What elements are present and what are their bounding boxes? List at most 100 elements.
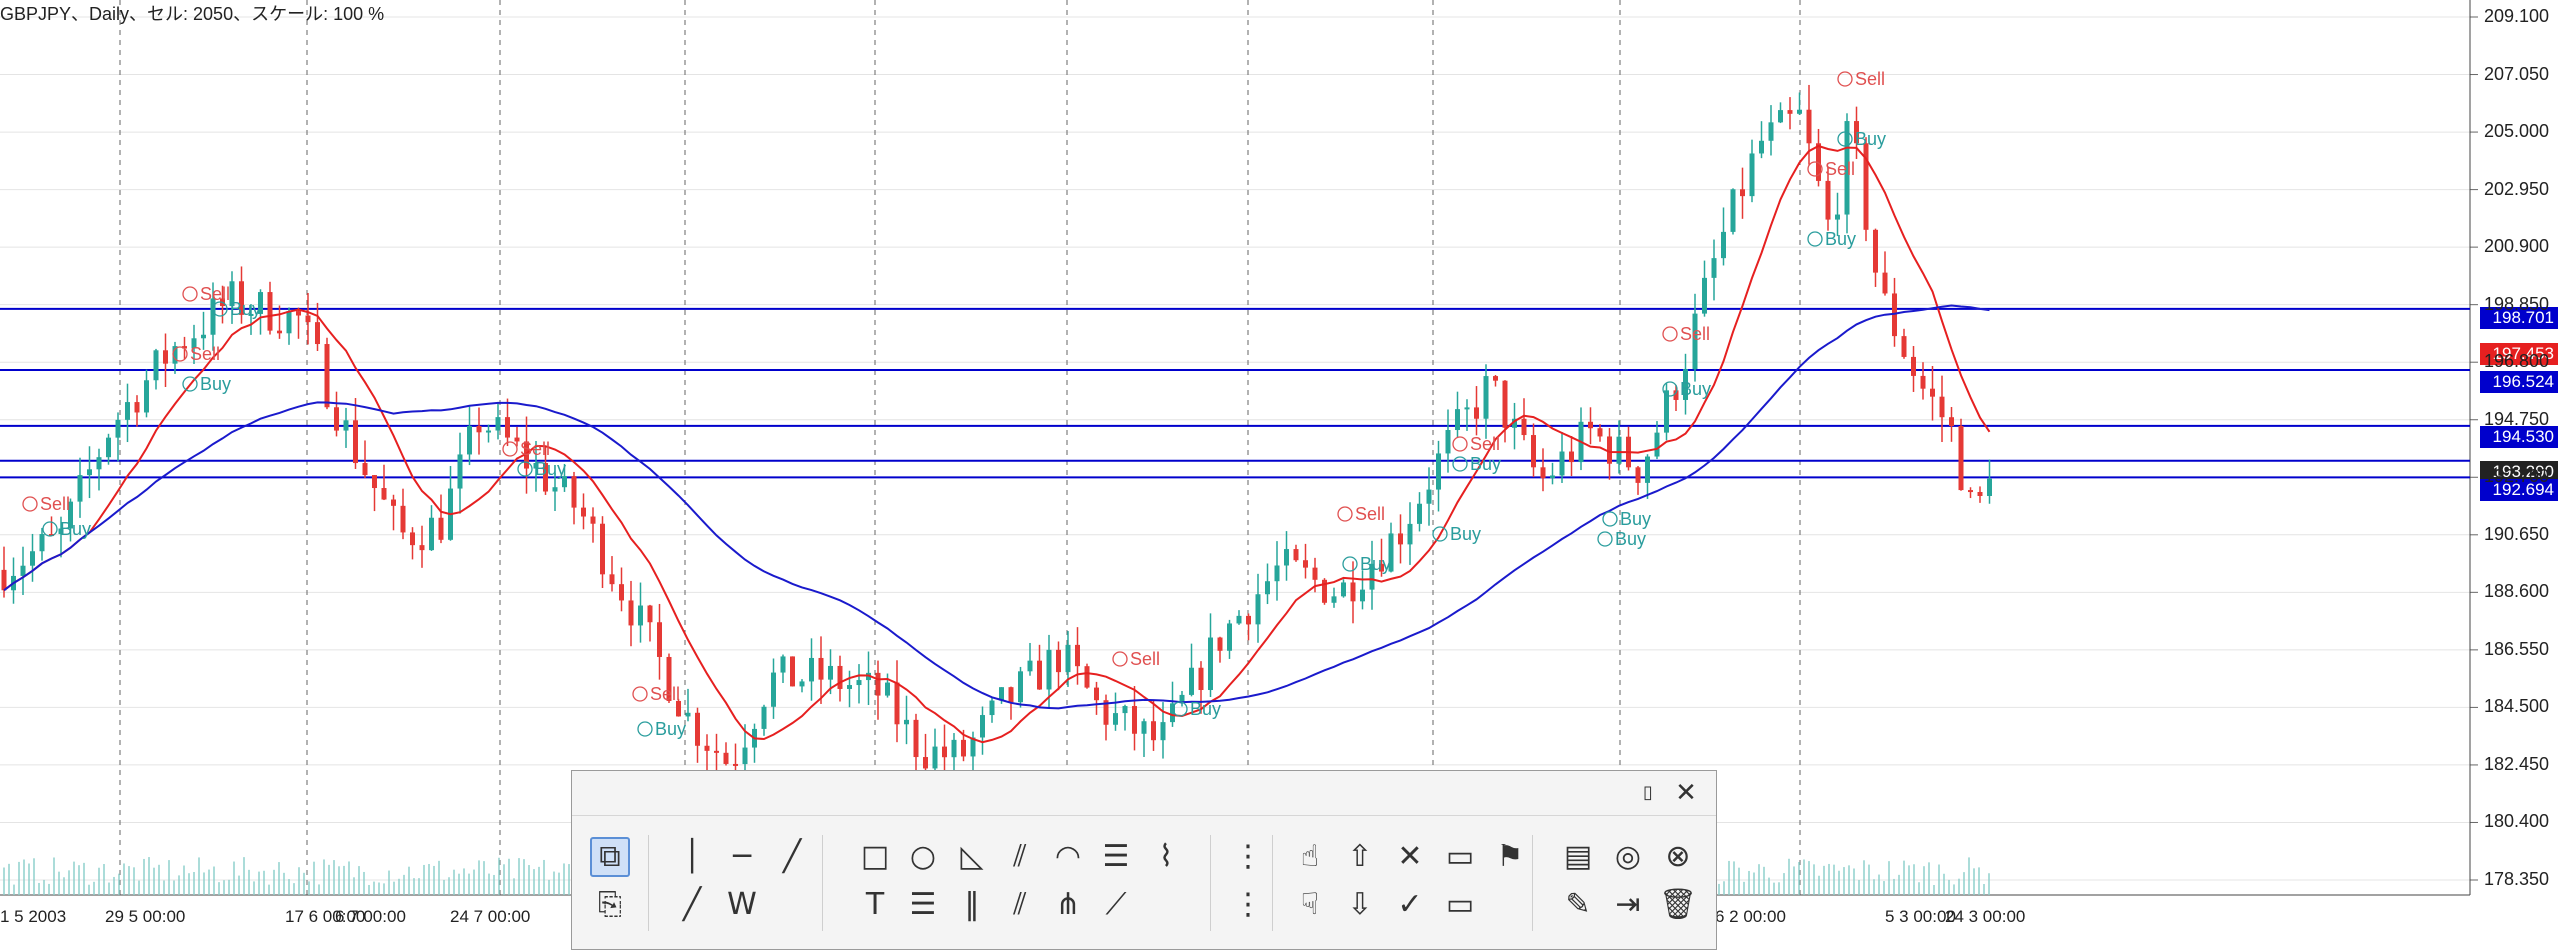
- select-tool-icon[interactable]: ⧉: [590, 837, 630, 877]
- elliott-wave-icon[interactable]: W: [727, 887, 757, 922]
- zigzag-icon[interactable]: ⌇: [1158, 839, 1174, 874]
- signal-marker: [1452, 436, 1468, 452]
- price-tag: 192.694: [2480, 479, 2558, 501]
- text-icon[interactable]: T: [865, 887, 885, 922]
- edit-icon[interactable]: ✎: [1565, 887, 1591, 922]
- candle-body: [68, 501, 73, 529]
- price-label-icon[interactable]: ▭: [1445, 839, 1475, 874]
- candle-body: [400, 505, 406, 533]
- pen-line-icon[interactable]: ╱: [682, 887, 702, 922]
- copy-icon[interactable]: ⎘: [598, 887, 622, 922]
- toolbar-titlebar[interactable]: ▯ ✕: [572, 771, 1716, 816]
- cross-icon[interactable]: ✕: [1397, 839, 1423, 874]
- parallel-lines-icon[interactable]: ‖: [964, 887, 980, 922]
- close-icon[interactable]: ✕: [1675, 778, 1697, 808]
- target-icon[interactable]: ◎: [1614, 839, 1642, 874]
- arrow-down-icon[interactable]: ⇩: [1347, 887, 1373, 922]
- thumbs-up-icon[interactable]: ☝: [1300, 839, 1320, 874]
- candle-body: [600, 523, 605, 575]
- price-tag: 197.453: [2480, 343, 2558, 365]
- candle-body: [714, 750, 719, 753]
- export-icon[interactable]: ⇥: [1615, 887, 1641, 922]
- candle-body: [1341, 582, 1346, 597]
- candle-body: [533, 463, 539, 469]
- arrow-up-icon[interactable]: ⇧: [1347, 839, 1373, 874]
- candle-body: [277, 330, 282, 334]
- price-axis-label: 196.800: [2484, 351, 2550, 372]
- candle-body: [1816, 143, 1821, 181]
- check-icon[interactable]: ✓: [1397, 887, 1423, 922]
- fibo-arc-icon[interactable]: ◠: [1054, 839, 1082, 874]
- triangle-icon[interactable]: ◺: [960, 839, 984, 874]
- cancel-icon[interactable]: ⊗: [1665, 839, 1691, 874]
- drawing-toolbar[interactable]: ▯ ✕ ⧉ │ ─ ╱ □ ○ ◺ ⫽ ◠ ☰ ⌇ ⋮ ☝ ⇧ ✕ ▭ ⚑ ▤ ◎ ⊗ ⎘ ╱ W T ☰ ‖ ⫽ ⋔ ⟋ ⋮ ☟ ⇩ ✓ ▭ ✎ ⇥…: [571, 770, 1717, 950]
- candle-body: [201, 334, 206, 339]
- candle-body: [1189, 667, 1194, 695]
- toolbar-separator: [1210, 835, 1211, 931]
- candle-body: [125, 402, 130, 420]
- candle-body: [1920, 375, 1926, 389]
- candle-body: [942, 746, 947, 758]
- candle-body: [1759, 140, 1764, 154]
- ellipse-icon[interactable]: ○: [909, 839, 937, 874]
- fibo-time-icon[interactable]: ⫽: [1013, 887, 1027, 922]
- candle-body: [1113, 713, 1118, 725]
- andrews-pitchfork-icon[interactable]: ⋔: [1055, 887, 1081, 922]
- candle-body: [1749, 153, 1755, 197]
- candle-body: [1930, 388, 1935, 397]
- trash-icon[interactable]: 🗑: [1658, 887, 1698, 922]
- gann-fan-icon[interactable]: ⟋: [1105, 887, 1127, 922]
- signal-marker: [1807, 231, 1823, 247]
- candle-body: [362, 463, 368, 476]
- channel-icon[interactable]: ⋮: [1233, 839, 1263, 874]
- candle-body: [1521, 418, 1527, 436]
- toolbar-separator: [1532, 835, 1533, 931]
- candle-body: [647, 605, 653, 623]
- candle-body: [1198, 667, 1204, 691]
- price-axis-label: 178.350: [2484, 869, 2550, 889]
- candle-body: [771, 672, 776, 707]
- candle-body: [1778, 110, 1783, 123]
- fibo-fan-icon[interactable]: ⫽: [1013, 839, 1027, 874]
- candle-body: [1949, 417, 1954, 426]
- equidistant-channel-icon[interactable]: ☰: [909, 887, 937, 922]
- signal-marker: [1837, 131, 1853, 147]
- candle-body: [381, 488, 387, 500]
- candle-body: [1901, 336, 1907, 357]
- candle-body: [1559, 451, 1565, 476]
- candle-body: [543, 463, 548, 492]
- thumbs-down-icon[interactable]: ☟: [1300, 887, 1320, 922]
- price-axis-label: 202.950: [2484, 178, 2550, 199]
- signal-marker: [517, 461, 533, 477]
- candle-body: [704, 745, 710, 751]
- candle-body: [1664, 390, 1669, 433]
- candle-body: [134, 402, 140, 413]
- fibo-retracement-icon[interactable]: ☰: [1102, 839, 1130, 874]
- candle-body: [467, 425, 472, 455]
- buy-signal-label: Buy: [1360, 554, 1391, 574]
- price-axis-label: 182.450: [2484, 753, 2550, 774]
- buy-signal-label: Buy: [1825, 229, 1856, 249]
- trend-line-icon[interactable]: ╱: [782, 839, 802, 874]
- candle-body: [1018, 671, 1023, 703]
- candle-body: [1939, 396, 1945, 418]
- signal-marker: [1597, 531, 1613, 547]
- restore-icon[interactable]: ▯: [1643, 782, 1653, 803]
- buy-signal-label: Buy: [1855, 129, 1886, 149]
- rectangle-icon[interactable]: □: [860, 839, 890, 874]
- candle-body: [818, 657, 824, 680]
- sell-signal-label: Sell: [200, 284, 230, 304]
- candle-body: [1065, 644, 1071, 673]
- vertical-line-icon[interactable]: │: [682, 839, 702, 874]
- cycle-lines-icon[interactable]: ⋮: [1233, 887, 1263, 922]
- price-label-right-icon[interactable]: ▭: [1445, 887, 1475, 922]
- document-icon[interactable]: ▤: [1563, 839, 1593, 874]
- time-axis-label: 6 7 00:00: [335, 907, 406, 926]
- flag-icon[interactable]: ⚑: [1496, 839, 1524, 874]
- candle-body: [733, 763, 738, 766]
- candle-body: [1046, 649, 1052, 690]
- candle-body: [619, 584, 624, 601]
- horizontal-line-icon[interactable]: ─: [732, 839, 752, 874]
